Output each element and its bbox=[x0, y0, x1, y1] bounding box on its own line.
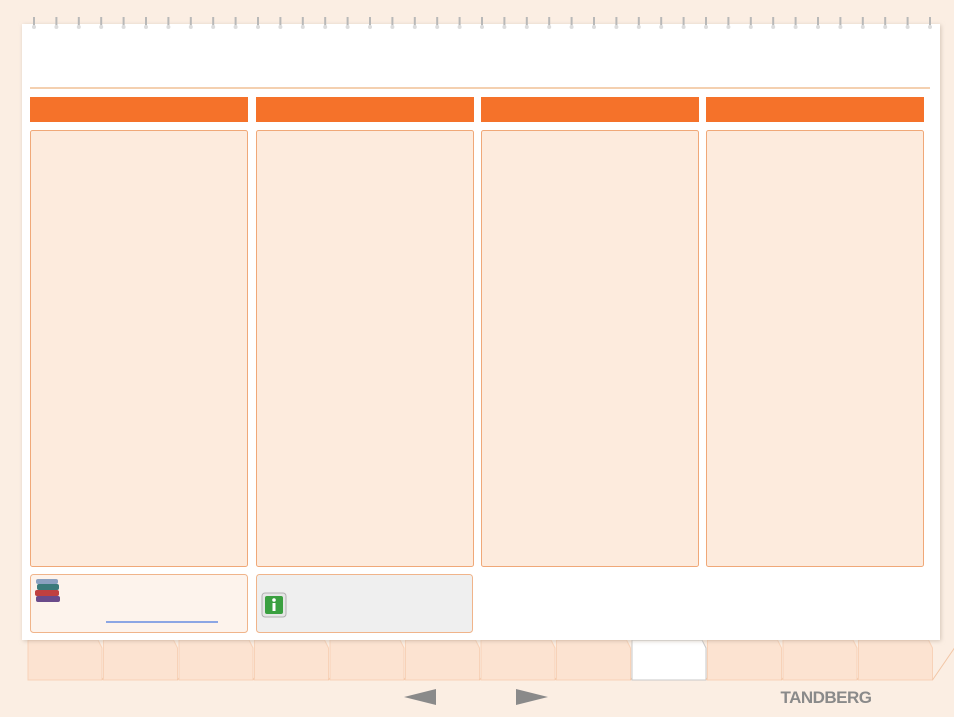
ring-hole bbox=[928, 25, 932, 29]
tab[interactable] bbox=[707, 639, 782, 681]
ring-hole bbox=[166, 25, 171, 29]
ring-hole bbox=[32, 25, 36, 29]
ring-hole bbox=[502, 25, 507, 29]
ring-hole bbox=[368, 25, 372, 29]
ring-hole bbox=[592, 25, 596, 29]
ring-hole bbox=[547, 25, 552, 29]
column-header bbox=[30, 97, 248, 122]
info-box bbox=[256, 574, 473, 633]
tab[interactable] bbox=[178, 639, 254, 681]
ring-hole bbox=[636, 25, 641, 29]
tab-active[interactable] bbox=[631, 639, 707, 681]
next-arrow[interactable] bbox=[516, 689, 548, 705]
ring-hole bbox=[211, 25, 216, 29]
tab[interactable] bbox=[329, 639, 405, 681]
columns bbox=[30, 97, 924, 567]
tab[interactable] bbox=[254, 639, 329, 681]
tab[interactable] bbox=[405, 639, 480, 681]
reference-box bbox=[30, 574, 248, 633]
ring-hole bbox=[816, 25, 820, 29]
ring-hole bbox=[457, 25, 462, 29]
column-panel bbox=[256, 130, 474, 567]
ring-hole bbox=[681, 25, 686, 29]
brand-logo: TANDBERG bbox=[780, 688, 871, 707]
ring-hole bbox=[860, 25, 865, 29]
ring-hole bbox=[905, 25, 910, 29]
ring-hole bbox=[614, 25, 619, 29]
ring-hole bbox=[771, 25, 776, 29]
ring-hole bbox=[412, 25, 417, 29]
ring-hole bbox=[748, 25, 753, 29]
column-header bbox=[256, 97, 474, 122]
info-icon bbox=[261, 592, 287, 618]
tab-divider bbox=[932, 647, 954, 681]
tab-bar bbox=[27, 639, 954, 681]
column-header bbox=[706, 97, 924, 122]
column-panel bbox=[481, 130, 699, 567]
ring-hole bbox=[659, 25, 664, 29]
ring-hole bbox=[524, 25, 529, 29]
ring-hole bbox=[144, 25, 148, 29]
ring-hole bbox=[300, 25, 305, 29]
prev-arrow[interactable] bbox=[404, 689, 436, 705]
ring-hole bbox=[390, 25, 395, 29]
tab[interactable] bbox=[782, 639, 858, 681]
ring-hole bbox=[345, 25, 350, 29]
tab[interactable] bbox=[27, 639, 103, 681]
ring-hole bbox=[793, 25, 798, 29]
tab[interactable] bbox=[103, 639, 178, 681]
ring-hole bbox=[233, 25, 238, 29]
ring-hole bbox=[278, 25, 283, 29]
ring-hole bbox=[54, 25, 59, 29]
tab[interactable] bbox=[480, 639, 556, 681]
ring-hole bbox=[480, 25, 484, 29]
ring-hole bbox=[838, 25, 843, 29]
ring-hole bbox=[323, 25, 328, 29]
ring-hole bbox=[76, 25, 81, 29]
ring-hole bbox=[435, 25, 440, 29]
spiral-binding bbox=[32, 17, 932, 29]
ring-hole bbox=[726, 25, 731, 29]
ring-hole bbox=[256, 25, 260, 29]
column-panel bbox=[30, 130, 248, 567]
column-panel bbox=[706, 130, 924, 567]
ring-hole bbox=[99, 25, 104, 29]
column-header bbox=[481, 97, 699, 122]
tab[interactable] bbox=[858, 639, 933, 681]
ring-hole bbox=[569, 25, 574, 29]
books-icon bbox=[35, 579, 60, 602]
ring-hole bbox=[121, 25, 126, 29]
ring-hole bbox=[188, 25, 193, 29]
ring-hole bbox=[704, 25, 708, 29]
tab[interactable] bbox=[556, 639, 631, 681]
ring-hole bbox=[883, 25, 888, 29]
